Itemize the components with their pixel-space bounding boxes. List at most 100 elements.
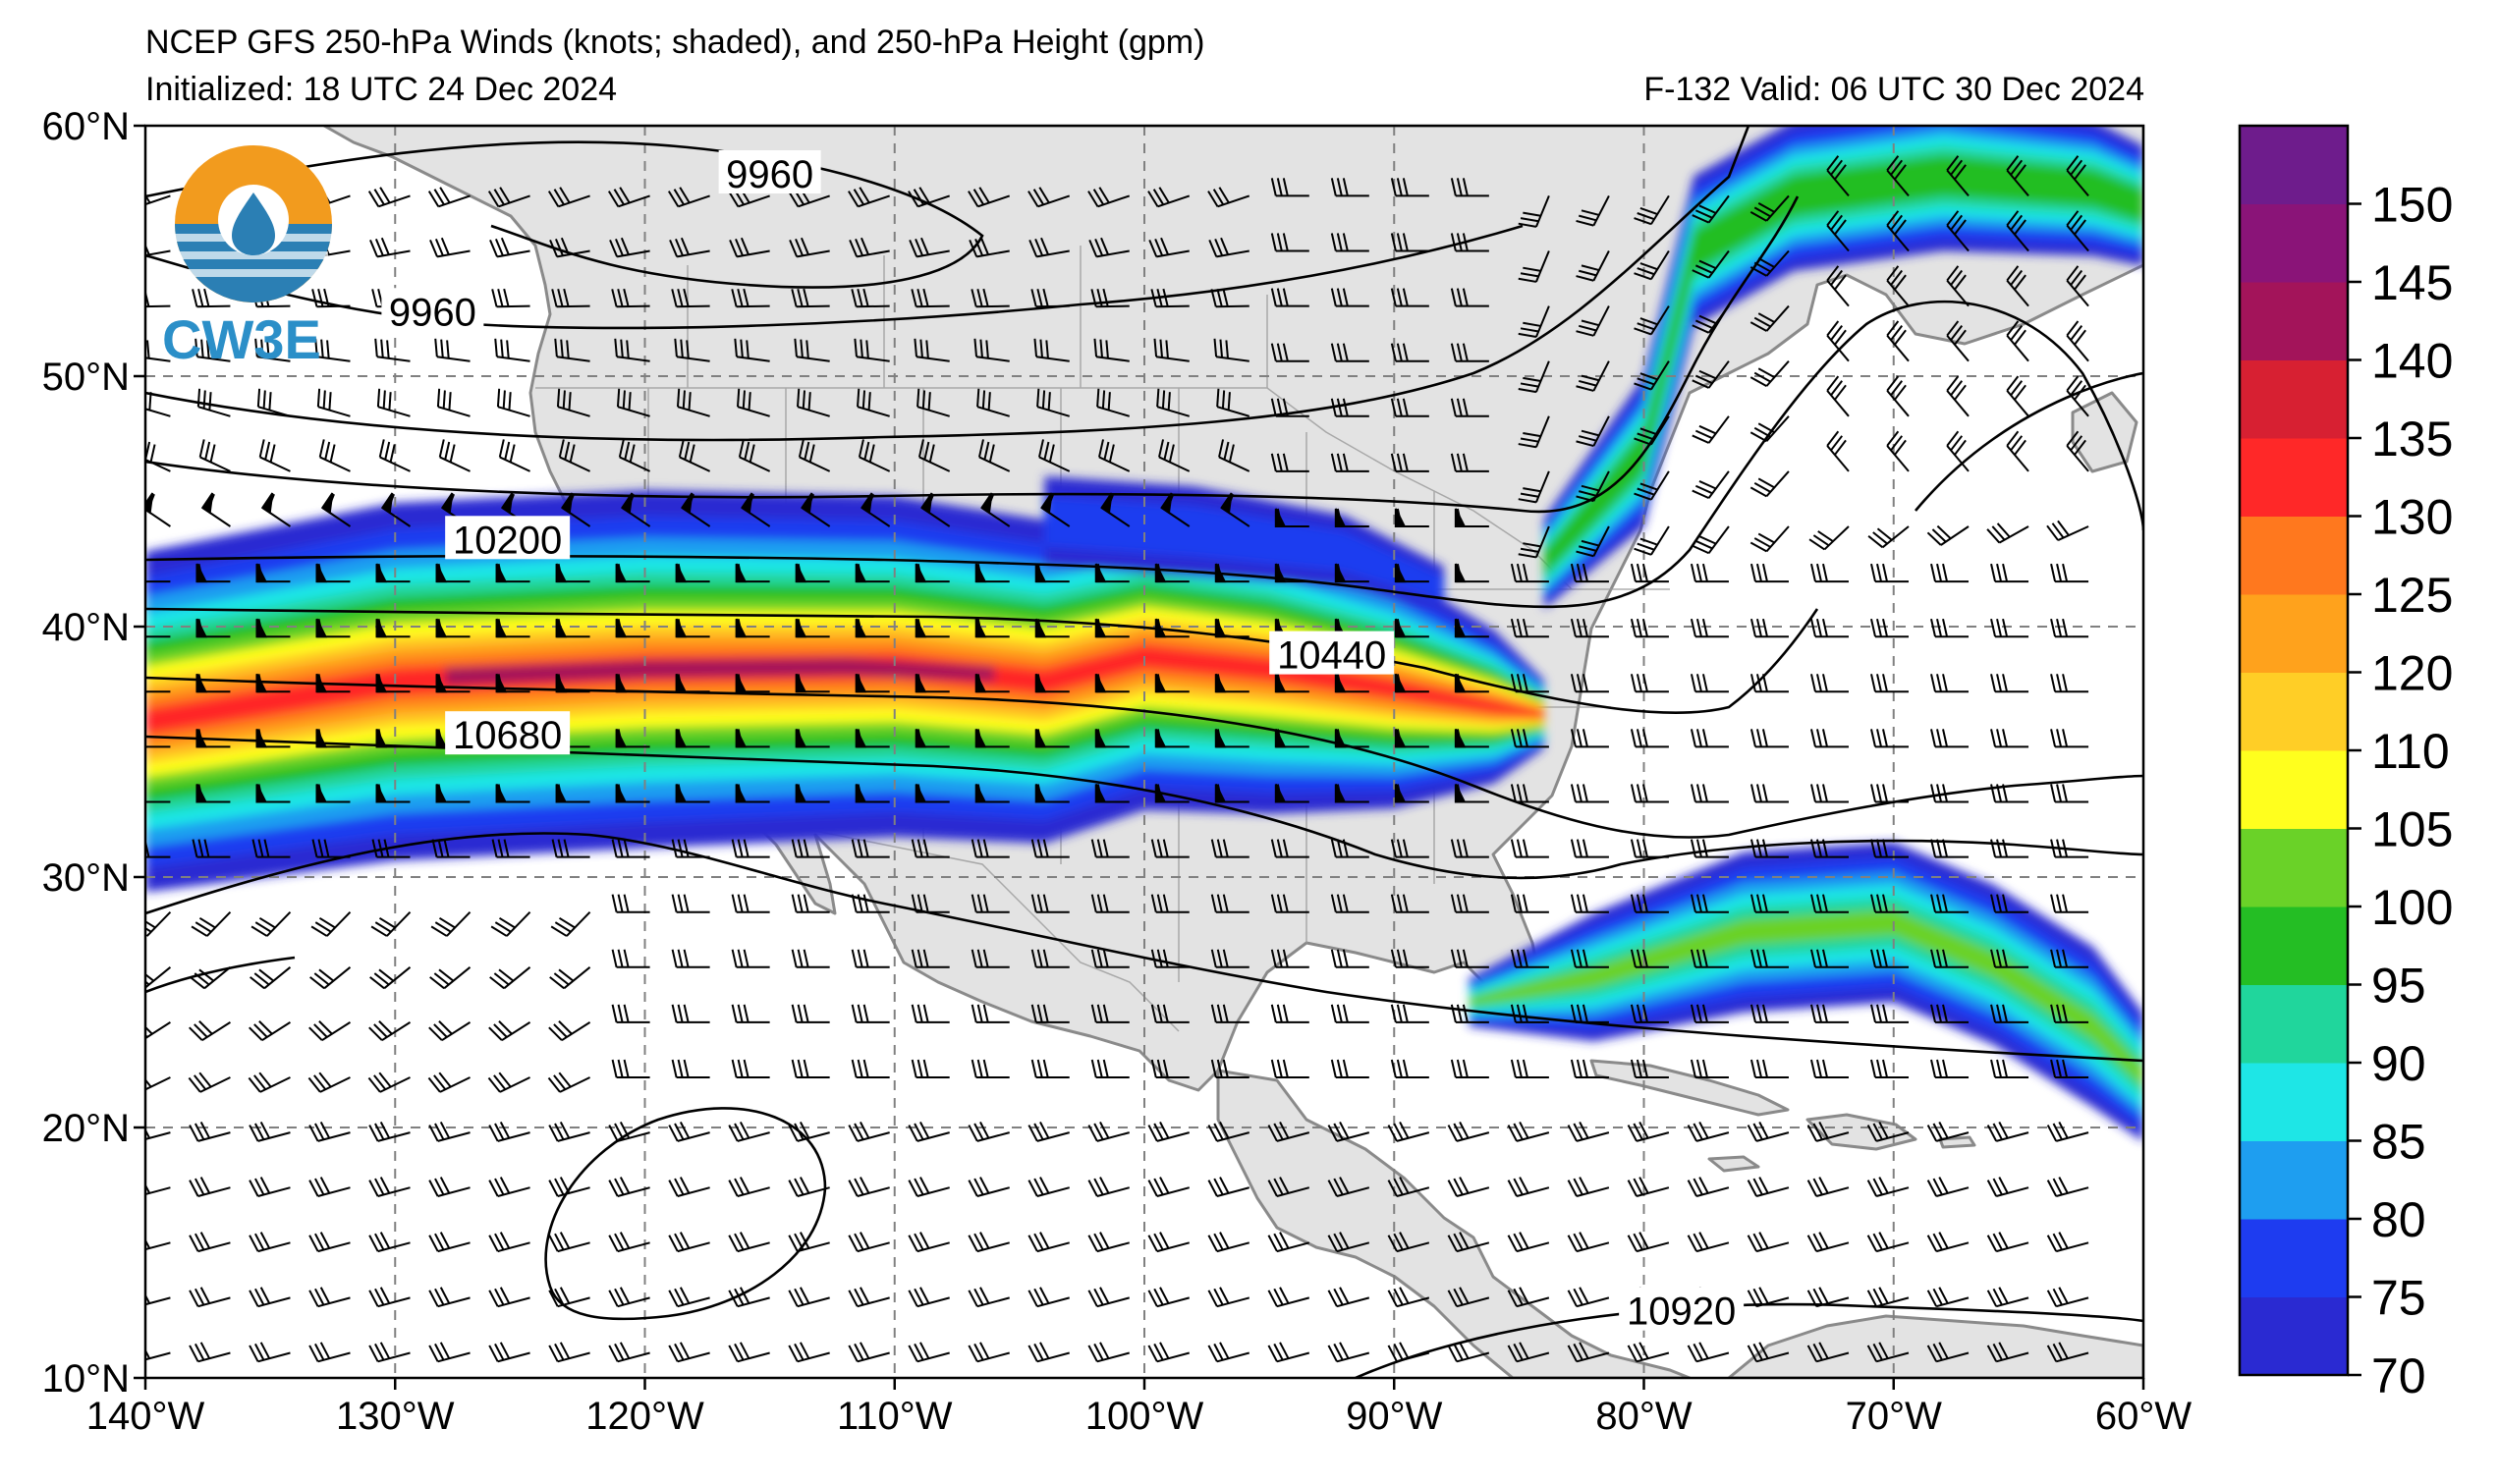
wind-barb	[611, 949, 650, 968]
wind-barb	[1518, 415, 1550, 449]
colorbar-segment	[2240, 438, 2348, 517]
wind-barb	[1154, 728, 1190, 748]
wind-barb	[1270, 178, 1309, 197]
wind-barb	[1390, 1059, 1429, 1078]
wind-barb	[1214, 728, 1249, 748]
wind-barb	[1886, 320, 1910, 362]
wind-barb	[1570, 674, 1609, 693]
wind-barb	[1630, 618, 1669, 638]
wind-barb	[1210, 894, 1249, 913]
wind-barb	[1747, 1287, 1790, 1308]
wind-barb	[1810, 729, 1849, 748]
colorbar-segment	[2240, 1296, 2348, 1376]
longitude-tick-label: 140°W	[86, 1395, 205, 1438]
wind-barb	[671, 839, 710, 858]
wind-barb	[1692, 360, 1730, 389]
wind-barb	[368, 1020, 412, 1042]
wind-barb	[974, 563, 1010, 583]
longitude-ticks: 140°W 130°W 120°W 110°W 100°W 90°W 80°W 70°W 60°…	[86, 1378, 2192, 1438]
wind-barb	[435, 563, 471, 583]
wind-barb	[315, 784, 351, 803]
wind-barb	[1030, 288, 1070, 308]
wind-barb	[488, 1177, 530, 1197]
wind-barb	[848, 1342, 890, 1363]
wind-barb	[1033, 338, 1070, 362]
wind-barb	[1810, 949, 1849, 968]
wind-barb	[1570, 784, 1609, 803]
colorbar-tick-label: 100	[2371, 880, 2453, 935]
wind-barb	[1450, 453, 1489, 472]
wind-barb	[1866, 1121, 1910, 1142]
colorbar-tick-label: 140	[2371, 334, 2453, 389]
wind-barb	[1749, 839, 1789, 858]
wind-barb	[190, 966, 232, 990]
wind-barb	[2046, 1232, 2089, 1253]
wind-barb	[2050, 674, 2089, 693]
wind-barb	[917, 439, 951, 472]
wind-barb	[1334, 728, 1369, 748]
wind-barb	[249, 1177, 291, 1197]
wind-barb	[145, 340, 171, 362]
wind-barb	[908, 1121, 950, 1142]
wind-barb	[2050, 729, 2089, 748]
wind-barb	[1630, 784, 1669, 803]
wind-barb	[1334, 673, 1369, 693]
wind-barb	[1518, 525, 1550, 559]
wind-barb	[1274, 508, 1309, 527]
colorbar-tick-label: 95	[2371, 959, 2426, 1014]
wind-barb	[915, 618, 950, 638]
wind-barb	[250, 966, 292, 990]
wind-barb	[1810, 563, 1849, 583]
wind-barb	[855, 784, 890, 803]
wind-barb	[788, 1177, 830, 1197]
wind-barb	[851, 949, 890, 968]
wind-barb	[145, 193, 171, 206]
height-contour-9960-west	[145, 224, 1524, 330]
wind-barb	[1207, 1232, 1250, 1253]
height-contour-10680	[145, 735, 2143, 880]
wind-barb	[487, 1072, 530, 1093]
jet-core-band	[445, 657, 995, 686]
wind-barb	[1749, 525, 1790, 553]
wind-barb	[249, 1232, 291, 1253]
wind-barb	[1156, 388, 1191, 417]
wind-barb	[1087, 1121, 1131, 1142]
wind-barb	[908, 187, 951, 208]
wind-barb	[1576, 360, 1610, 392]
wind-barb	[1930, 563, 1970, 583]
wind-barb	[1930, 1004, 1970, 1023]
colorbar-segment	[2240, 126, 2348, 204]
wind-barb	[858, 439, 891, 472]
wind-barb	[1810, 894, 1849, 913]
wind-barb	[1334, 563, 1369, 583]
wind-barb	[1826, 210, 1850, 252]
longitude-tick-label: 70°W	[1846, 1395, 1942, 1438]
wind-barb	[731, 894, 770, 913]
longitude-tick-label: 80°W	[1595, 1395, 1692, 1438]
wind-barb	[200, 492, 232, 527]
wind-barb	[254, 338, 291, 362]
colorbar-tick-label: 145	[2371, 255, 2453, 310]
wind-barb	[1270, 894, 1309, 913]
colorbar-segment	[2240, 1063, 2348, 1141]
wind-barb	[735, 618, 770, 638]
wind-barb	[1447, 1287, 1490, 1308]
wind-barb	[611, 839, 650, 858]
wind-barb	[1690, 729, 1729, 748]
wind-barb	[908, 1342, 950, 1363]
wind-barb	[971, 839, 1010, 858]
wind-barb	[1274, 563, 1309, 583]
wind-barb	[195, 673, 231, 693]
wind-barb	[1866, 1177, 1910, 1197]
wind-barb	[1147, 187, 1191, 208]
wind-barb	[1749, 415, 1790, 443]
wind-barb	[249, 1121, 291, 1142]
wind-barb	[678, 439, 711, 472]
wind-barb	[729, 237, 770, 258]
wind-barb	[1270, 288, 1309, 307]
wind-barb	[380, 492, 412, 527]
wind-barb	[488, 1287, 530, 1308]
wind-barb	[974, 618, 1010, 638]
central-america-landmass	[1216, 1069, 1692, 1378]
wind-barb	[1930, 839, 1970, 858]
